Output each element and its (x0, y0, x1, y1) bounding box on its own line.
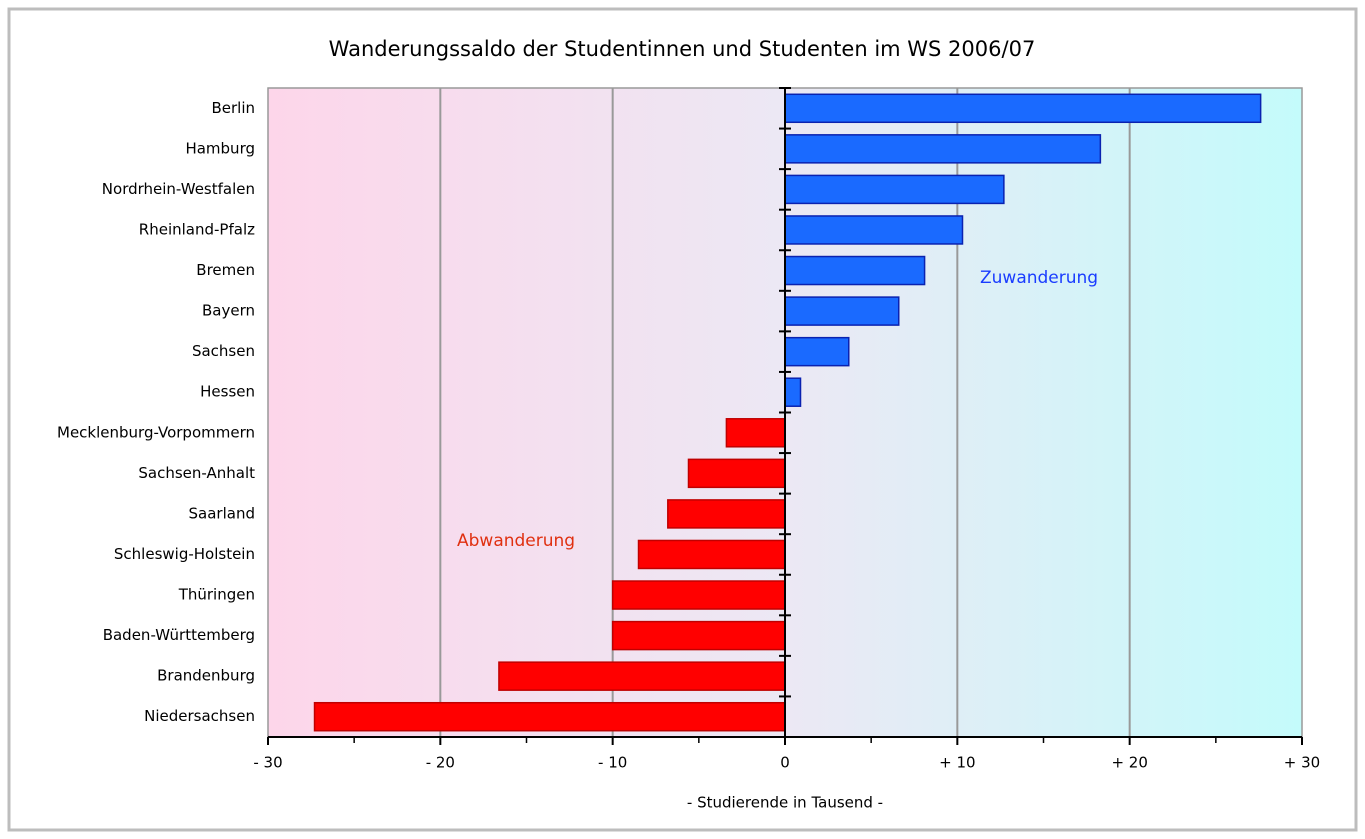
y-tick-label: Rheinland-Pfalz (139, 220, 255, 238)
bar (784, 134, 1102, 164)
bar (784, 255, 926, 286)
y-tick-label: Saarland (189, 504, 255, 522)
y-tick-label: Baden-Württemberg (103, 626, 255, 644)
x-tick-label: + 20 (1111, 754, 1147, 772)
bar (784, 296, 900, 326)
bar (637, 539, 786, 570)
bar (611, 620, 786, 651)
y-tick-label: Bremen (196, 261, 255, 279)
x-tick-label: - 30 (253, 754, 282, 772)
annotation: Abwanderung (457, 531, 575, 551)
bar (687, 458, 786, 489)
x-tick-label: + 30 (1284, 754, 1320, 772)
bar (784, 336, 850, 367)
y-tick-label: Bayern (202, 302, 255, 320)
bar (498, 661, 786, 691)
bar (725, 418, 786, 448)
x-tick-label: + 10 (939, 754, 975, 772)
y-tick-label: Niedersachsen (144, 707, 255, 725)
annotation: Zuwanderung (980, 268, 1098, 288)
x-axis-label: - Studierende in Tausend - (687, 794, 883, 812)
chart-title: Wanderungssaldo der Studentinnen und Stu… (329, 37, 1036, 61)
bar (784, 215, 964, 245)
bar (313, 701, 786, 732)
x-tick-label: - 10 (598, 754, 627, 772)
y-tick-label: Sachsen-Anhalt (138, 464, 255, 482)
bar (784, 174, 1005, 205)
y-tick-label: Sachsen (192, 342, 255, 360)
bar (784, 93, 1262, 124)
x-tick-label: 0 (780, 754, 790, 772)
y-tick-label: Berlin (211, 99, 255, 117)
bar (611, 580, 786, 610)
bar (667, 499, 786, 529)
y-tick-label: Nordrhein-Westfalen (102, 180, 255, 198)
y-tick-label: Hessen (200, 383, 255, 401)
y-tick-label: Thüringen (178, 586, 255, 604)
y-tick-label: Brandenburg (157, 667, 255, 685)
bar (784, 377, 802, 407)
y-tick-label: Hamburg (185, 139, 255, 157)
x-tick-label: - 20 (426, 754, 455, 772)
y-tick-label: Schleswig-Holstein (114, 545, 255, 563)
y-tick-label: Mecklenburg-Vorpommern (57, 423, 255, 441)
